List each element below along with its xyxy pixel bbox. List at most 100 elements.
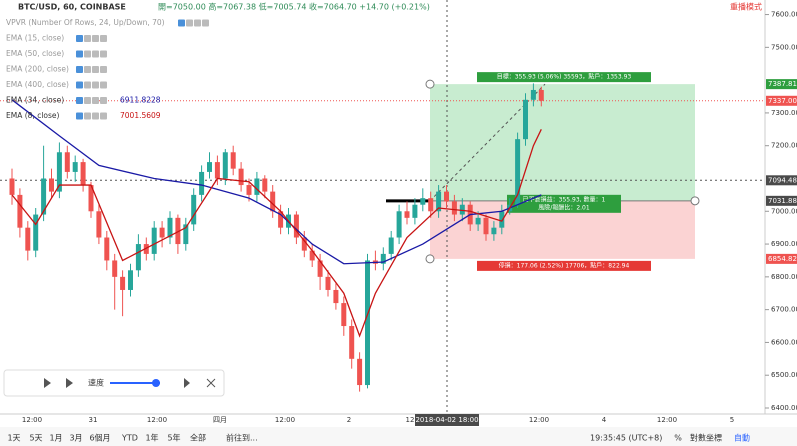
indicator-name: EMA (34, close) [6, 96, 64, 105]
range-button[interactable]: 6個月 [89, 433, 110, 443]
percent[interactable]: % [674, 434, 682, 443]
clock: 19:35:45 (UTC+8) [590, 434, 662, 443]
x-tick-label: 12:00 [22, 416, 42, 424]
y-tick-label: 6900.00 [771, 240, 797, 248]
candle-body [246, 185, 252, 195]
candle-body [530, 89, 536, 100]
x-tick-label: 12:00 [275, 416, 295, 424]
price-tag [766, 95, 797, 106]
price-tag [766, 79, 797, 90]
indicator-button[interactable] [84, 97, 91, 104]
y-tick-label: 7000.00 [771, 207, 797, 215]
indicator-button[interactable] [92, 97, 99, 104]
indicator-button[interactable] [84, 81, 91, 89]
price-tag-label: 7031.88 [768, 197, 797, 205]
rr-label: 風險/報酬比：2.01 [538, 203, 590, 211]
y-tick-label: 6500.00 [771, 371, 797, 379]
range-button[interactable]: 1月 [49, 434, 62, 443]
x-tick-label: 12:00 [657, 416, 677, 424]
candle-body [293, 214, 299, 238]
indicator-button[interactable] [84, 112, 91, 120]
x-tick-label: 4 [602, 416, 607, 424]
indicator-button[interactable] [186, 19, 193, 27]
replay-mode[interactable]: 重播模式 [730, 2, 762, 12]
candle-body [380, 253, 386, 264]
candle-body [104, 237, 110, 261]
replay-close[interactable] [206, 378, 216, 388]
time-tag-label: 2018-04-02 18:00 [415, 416, 478, 424]
indicator-button[interactable] [76, 112, 83, 120]
indicator-button[interactable] [76, 66, 83, 73]
log-scale[interactable]: 對數坐標 [690, 433, 722, 443]
range-button[interactable]: 5天 [29, 434, 42, 443]
candle-body [41, 178, 47, 215]
candle-body [357, 358, 363, 386]
candle-body [523, 99, 528, 140]
indicator-button[interactable] [84, 35, 91, 42]
indicator-button[interactable] [92, 81, 99, 89]
indicator-button[interactable] [100, 50, 107, 58]
indicator-button[interactable] [84, 50, 91, 58]
position-handle[interactable] [690, 196, 700, 206]
candle-body [317, 260, 323, 277]
candle-body [72, 162, 78, 172]
indicator-button[interactable] [84, 66, 91, 73]
indicator-button[interactable] [76, 97, 83, 104]
indicator-button[interactable] [92, 50, 99, 58]
range-button[interactable]: 3月 [69, 434, 82, 443]
y-tick-label: 6700.00 [771, 306, 797, 314]
candle-body [436, 191, 442, 212]
price-tag [766, 195, 797, 206]
candle-body [151, 227, 157, 254]
indicator-button[interactable] [76, 81, 83, 89]
indicator-button[interactable] [92, 112, 99, 120]
candle-body [128, 270, 133, 290]
auto-scale[interactable]: 自動 [734, 433, 750, 443]
candle-body [483, 217, 489, 235]
range-button[interactable]: 1年 [145, 433, 158, 443]
indicator-button[interactable] [100, 112, 107, 120]
indicator-name: EMA (8, close) [6, 111, 60, 120]
range-button[interactable]: 5年 [167, 433, 180, 443]
candle-body [17, 194, 23, 228]
position-handle[interactable] [425, 79, 435, 89]
bottom-toolbar [0, 427, 797, 446]
range-button[interactable]: YTD [121, 434, 138, 443]
indicator-button[interactable] [100, 35, 107, 42]
range-button[interactable]: 1天 [7, 434, 20, 443]
candle-body [9, 178, 15, 195]
indicator-button[interactable] [100, 66, 107, 73]
indicator-button[interactable] [194, 19, 201, 27]
indicator-value: 6911.8228 [120, 96, 161, 105]
indicator-button[interactable] [76, 35, 83, 42]
position-handle[interactable] [425, 254, 435, 264]
indicator-button[interactable] [100, 81, 107, 89]
indicator-button[interactable] [178, 19, 185, 27]
indicator-button[interactable] [202, 19, 209, 27]
range-button[interactable]: 全部 [190, 433, 206, 443]
candle-body [475, 217, 481, 225]
price-tag-label: 6854.82 [768, 255, 797, 263]
x-tick-label: 四月 [213, 416, 227, 424]
candle-body [64, 152, 70, 172]
indicator-button[interactable] [100, 97, 107, 104]
candle-body [262, 178, 268, 192]
speed-knob[interactable] [152, 379, 160, 387]
indicator-button[interactable] [92, 66, 99, 73]
goto[interactable]: 前往到... [226, 433, 258, 443]
time-tag [415, 414, 479, 426]
speed-label: 速度 [88, 378, 104, 388]
candle-body [159, 227, 165, 238]
indicator-value: 7001.5609 [120, 111, 161, 120]
x-tick-label: 2 [347, 416, 351, 424]
candle-body [404, 211, 410, 218]
indicator-button[interactable] [76, 50, 83, 58]
indicator-button[interactable] [92, 35, 99, 42]
pnl-label-bg [507, 194, 621, 213]
candle-body [278, 211, 284, 228]
price-tag [766, 175, 797, 186]
candle-body [49, 178, 54, 192]
candle-body [175, 217, 181, 245]
candle-body [333, 289, 339, 304]
